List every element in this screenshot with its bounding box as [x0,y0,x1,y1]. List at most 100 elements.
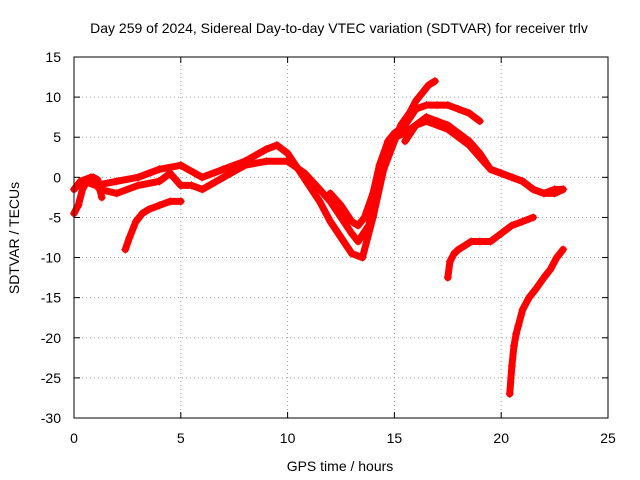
data-point [411,105,420,114]
data-point [433,117,442,126]
data-point [347,249,356,258]
data-point [155,177,164,186]
x-axis-label: GPS time / hours [287,458,394,474]
x-tick-label: 10 [280,430,296,446]
y-tick-label: -25 [41,370,61,386]
data-point [112,177,121,186]
data-point [112,189,121,198]
data-point [465,137,474,146]
data-point [512,329,521,338]
x-tick-label: 20 [493,430,509,446]
data-point [82,177,91,186]
data-point [531,285,540,294]
data-point [176,181,185,190]
data-point [262,157,271,166]
data-point [144,205,153,214]
y-tick-label: 15 [45,49,61,65]
y-tick-label: -30 [41,410,61,426]
data-point [514,321,523,330]
series-track [121,197,185,253]
data-point [337,213,345,222]
data-point [475,237,484,246]
data-point [518,217,527,226]
data-point [125,233,134,242]
y-tick-label: -20 [41,330,61,346]
data-point [497,229,506,238]
axis-ticks: 0 5 10 15 20 25 -30 -25 -20 -15 -10 -5 0 5 10 15 [41,49,616,446]
data-point [454,105,463,114]
data-point [460,241,469,250]
data-point [93,175,102,184]
data-point [497,169,506,178]
data-point [187,181,196,190]
y-tick-label: 5 [53,129,61,145]
data-point [176,161,185,170]
data-point [529,185,538,194]
series-track-e [121,197,185,254]
data-point [507,361,516,370]
data-point [74,201,83,210]
data-point [422,101,431,110]
data-point [326,217,335,226]
data-point [418,89,427,98]
series-track-f [443,213,538,282]
data-point [443,121,452,130]
data-point [510,341,519,350]
data-point [337,233,345,242]
data-point [369,213,378,222]
data-point [198,185,207,194]
data-point [559,245,568,254]
y-tick-label: 10 [45,89,61,105]
data-series [70,77,568,398]
data-point [138,209,147,218]
data-point [360,213,369,222]
data-point [283,149,292,158]
series-track [401,113,567,197]
series-track-d [401,113,568,198]
data-point [131,217,140,226]
plot-border [73,56,609,419]
y-tick-label: -10 [41,250,61,266]
series-track-a [70,117,568,246]
series-track-c [326,101,484,230]
data-point [315,197,324,206]
data-point [219,173,228,182]
data-point [347,217,356,226]
data-point [358,253,367,262]
data-point [465,109,474,118]
y-tick-label: -15 [41,290,61,306]
data-point [475,117,484,126]
data-point [347,229,356,238]
data-point [78,185,87,194]
data-point [369,189,378,198]
chart-title: Day 259 of 2024, Sidereal Day-to-day VTE… [90,20,588,36]
data-point [354,221,363,230]
series-track [70,117,567,245]
data-point [155,165,164,174]
data-point [411,97,420,106]
data-point [304,181,313,190]
x-tick-label: 5 [177,430,185,446]
data-point [134,181,143,190]
data-point [219,165,228,174]
data-point [445,257,454,266]
data-point [326,189,335,198]
series-track-g [505,245,568,398]
data-point [486,165,495,174]
data-point [529,213,538,222]
data-point [89,173,98,182]
data-point [524,293,533,302]
data-point [262,145,271,154]
y-tick-label: 0 [53,169,61,185]
y-tick-label: -5 [49,209,62,225]
data-point [450,249,459,258]
data-point [552,253,561,262]
data-point [430,77,439,86]
data-point [546,265,555,274]
data-point [411,121,420,130]
data-point [401,121,410,130]
series-track-h [70,173,106,218]
data-point [539,273,548,282]
data-point [422,113,431,122]
